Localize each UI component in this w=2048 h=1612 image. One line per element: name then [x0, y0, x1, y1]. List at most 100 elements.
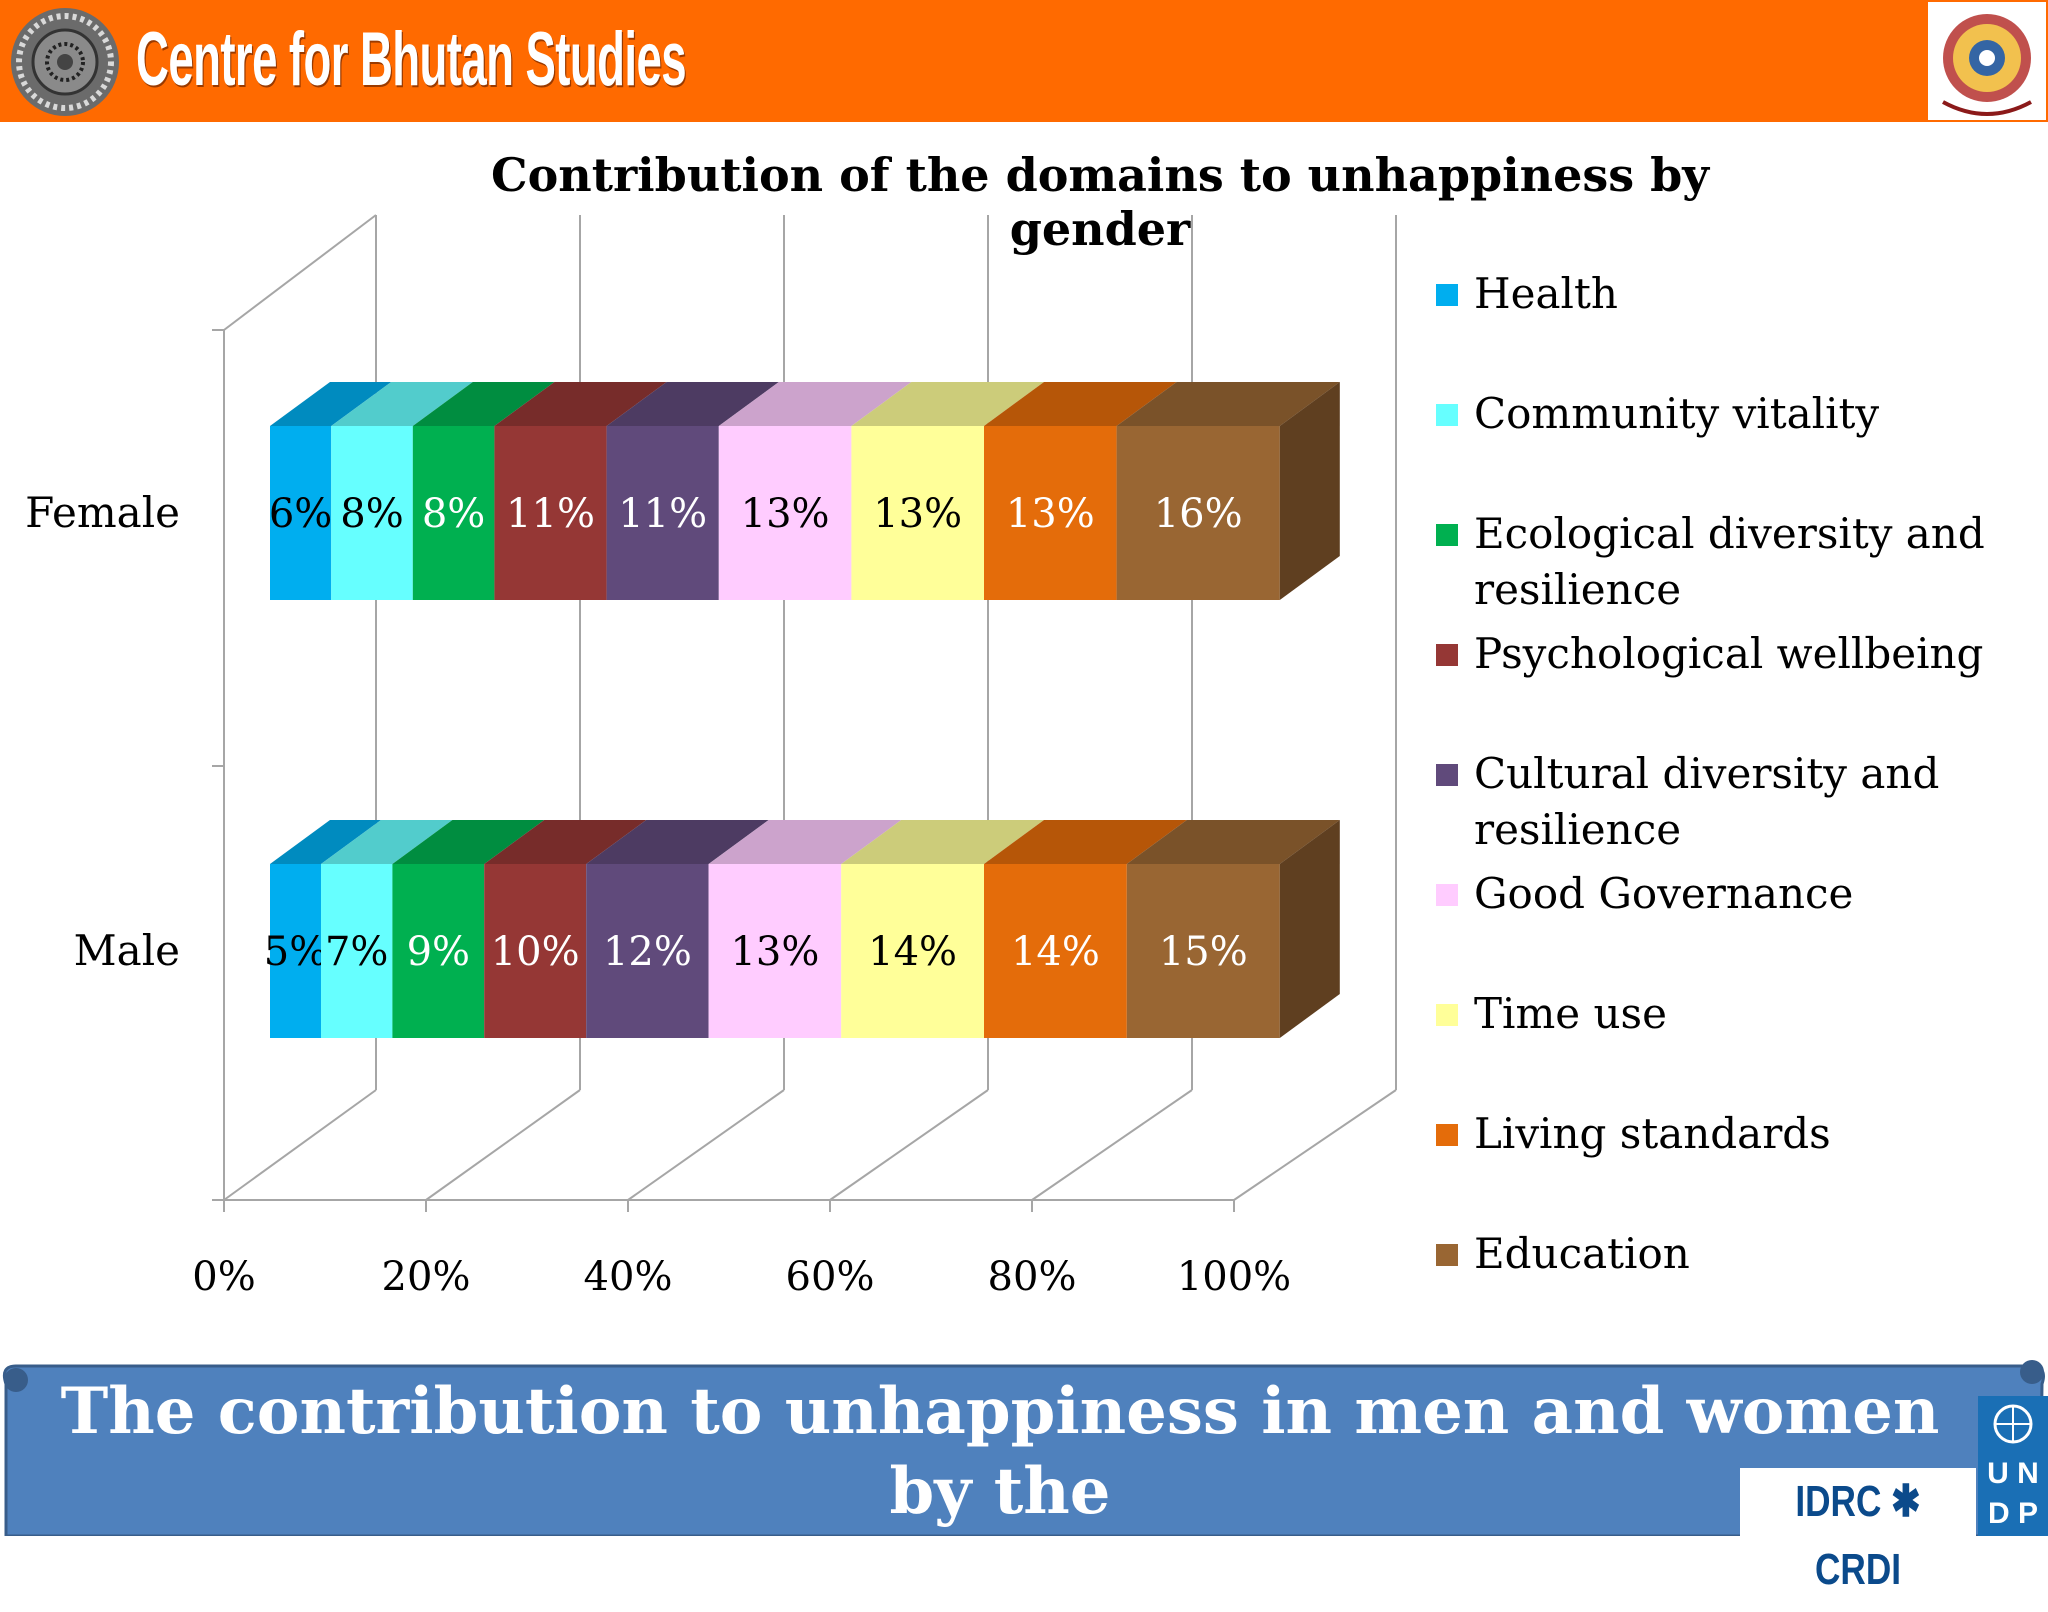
idrc-crdi-text: IDRC ✱ CRDI — [1795, 1477, 1921, 1594]
bar-segment — [270, 426, 332, 600]
bar-segment — [586, 864, 709, 1038]
side-wall-top — [223, 214, 377, 331]
bar-segment — [1116, 426, 1280, 600]
banner-text: The contribution to unhappiness in men a… — [60, 1372, 1940, 1612]
stacked-bar-chart: 0% 20% 40% 60% 80% 100%Female 6% 8% 8% 11% 11% 13% 1… — [25, 214, 1397, 1300]
x-tick-label: 60% — [786, 1254, 875, 1300]
legend-swatch — [1436, 644, 1458, 666]
legend-label-line: resilience — [1474, 565, 1682, 614]
data-label: 16% — [1154, 491, 1243, 537]
bar-segment — [718, 426, 852, 600]
bar-segment — [331, 426, 413, 600]
legend-swatch — [1436, 284, 1458, 306]
bar-segment-top — [718, 382, 912, 426]
bar-segment — [494, 426, 607, 600]
bar-segment-side — [1279, 382, 1340, 600]
header-title: Centre for Bhutan Studies — [136, 17, 687, 102]
x-tick-label: 80% — [988, 1254, 1077, 1300]
header-bar: Centre for Bhutan Studies — [0, 0, 2048, 122]
legend-label: Community vitality — [1474, 386, 2014, 442]
data-label: 8% — [340, 491, 403, 537]
bar-segment-top — [331, 382, 473, 426]
category-label: Male — [74, 926, 180, 975]
data-label: 9% — [407, 929, 470, 975]
data-label: 13% — [873, 491, 962, 537]
bar-segment-top — [494, 382, 667, 426]
legend-label-line: Health — [1474, 269, 1618, 318]
bar-segment-top — [606, 382, 779, 426]
legend-label-line: Psychological wellbeing — [1474, 629, 1984, 678]
conclusion-banner: The contribution to unhappiness in men a… — [0, 1358, 2048, 1609]
data-label: 10% — [491, 929, 580, 975]
bar-segment-top — [1126, 820, 1340, 864]
data-label: 15% — [1159, 929, 1248, 975]
legend-label-line: Time use — [1474, 989, 1667, 1038]
legend-label-line: resilience — [1474, 805, 1682, 854]
data-label: 13% — [741, 491, 830, 537]
bar-segment — [984, 426, 1117, 600]
idrc-crdi-logo: IDRC ✱ CRDI — [1740, 1468, 1976, 1594]
un-globe-icon — [1993, 1404, 2033, 1444]
bar-segment-top — [270, 820, 381, 864]
gridline-floor — [829, 1089, 989, 1201]
x-tick-label: 20% — [382, 1254, 471, 1300]
bar-segment-side — [1279, 820, 1340, 1038]
bar-segment-top — [270, 382, 392, 426]
banner-line-2: respective domains is similar — [475, 1534, 1525, 1609]
legend-label: Living standards — [1474, 1106, 2014, 1162]
data-label: 11% — [618, 491, 707, 537]
data-label: 14% — [1011, 929, 1100, 975]
legend-swatch — [1436, 1124, 1458, 1146]
undp-logo: U N D P — [1978, 1396, 2048, 1536]
bar-segment-top — [586, 820, 769, 864]
gridline-floor — [223, 1089, 377, 1201]
x-tick-label: 0% — [192, 1254, 255, 1300]
bar-segment-top — [851, 382, 1044, 426]
bar-segment-top — [412, 382, 555, 426]
bar-segment — [606, 426, 719, 600]
bar-segment — [984, 864, 1127, 1038]
legend-label-line: Ecological diversity and — [1474, 509, 1985, 558]
bar-segment-top — [841, 820, 1044, 864]
bar-segment-top — [321, 820, 453, 864]
legend-label: Time use — [1474, 986, 2014, 1042]
gridline-floor — [425, 1089, 581, 1201]
bar-segment — [851, 426, 984, 600]
bar-segment — [270, 864, 321, 1038]
bar-segment — [321, 864, 393, 1038]
data-label: 12% — [603, 929, 692, 975]
legend-swatch — [1436, 1244, 1458, 1266]
x-tick-label: 100% — [1177, 1254, 1291, 1300]
bar-segment-top — [984, 820, 1187, 864]
gridline-floor — [627, 1089, 785, 1201]
data-label: 5% — [264, 929, 327, 975]
legend-label-line: Community vitality — [1474, 389, 1880, 438]
gridline-floor — [1233, 1089, 1397, 1201]
legend-label: Psychological wellbeing — [1474, 626, 2014, 682]
chart-title: Contribution of the domains to unhappine… — [490, 148, 1710, 256]
category-label: Female — [25, 488, 180, 537]
bar-segment-top — [484, 820, 647, 864]
data-label: 13% — [730, 929, 819, 975]
legend-swatch — [1436, 1004, 1458, 1026]
bar-segment — [841, 864, 984, 1038]
bar-segment — [484, 864, 587, 1038]
bhutan-emblem — [1928, 2, 2046, 120]
bar-segment-top — [1116, 382, 1340, 426]
bar-segment — [1126, 864, 1280, 1038]
legend-label-line: Living standards — [1474, 1109, 1831, 1158]
legend-label: Health — [1474, 266, 2014, 322]
legend-label-line: Good Governance — [1474, 869, 1854, 918]
data-label: 8% — [422, 491, 485, 537]
legend-swatch — [1436, 524, 1458, 546]
bar-segment-top — [708, 820, 902, 864]
data-label: 6% — [269, 491, 332, 537]
data-label: 11% — [506, 491, 595, 537]
legend-label-line: Education — [1474, 1229, 1690, 1278]
legend-swatch — [1436, 884, 1458, 906]
banner-line-1: The contribution to unhappiness in men a… — [60, 1374, 1940, 1529]
bar-segment-top — [984, 382, 1177, 426]
data-label: 7% — [325, 929, 388, 975]
data-label: 13% — [1006, 491, 1095, 537]
bar-segment — [708, 864, 842, 1038]
